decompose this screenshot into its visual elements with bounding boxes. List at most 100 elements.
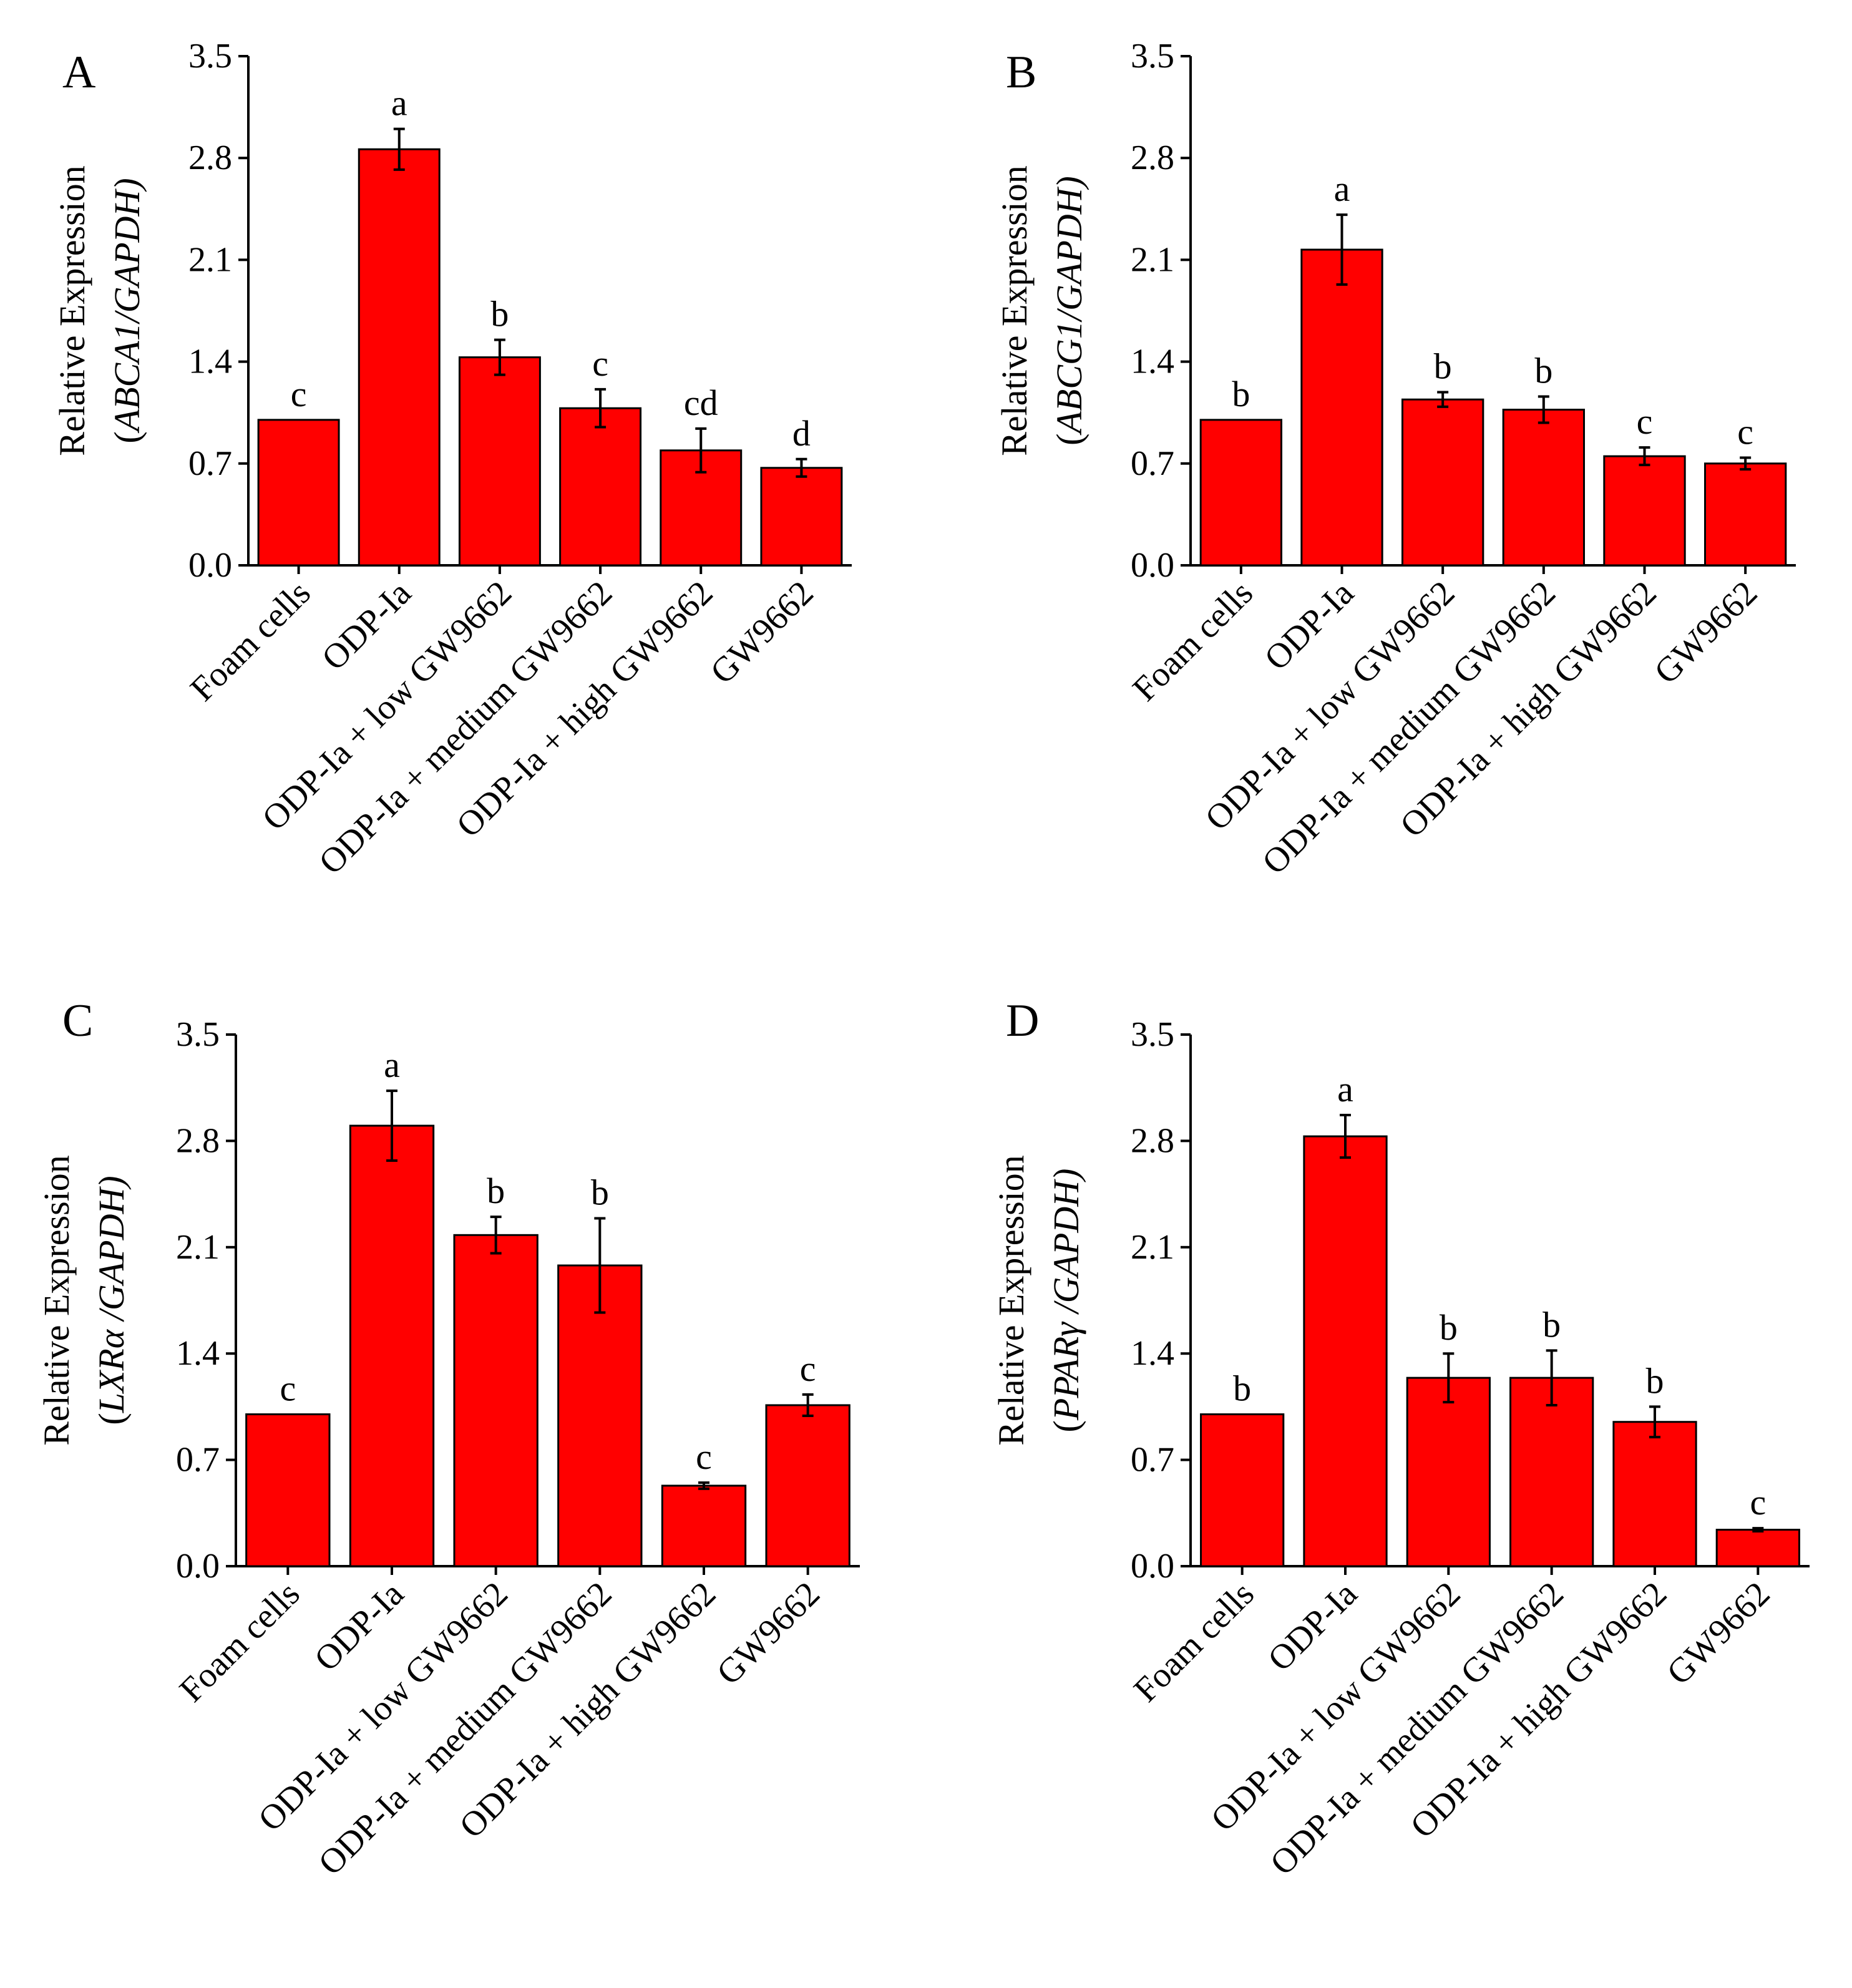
bar (1406, 1376, 1491, 1567)
y-axis-label-line2: (ABCG1/GAPDH) (1049, 176, 1089, 446)
bar (1612, 1421, 1697, 1567)
bar (349, 1124, 435, 1567)
y-axis-label: Relative Expression (ABCG1/GAPDH) (994, 165, 1089, 456)
panel-label: B (1006, 47, 1036, 98)
bar (1200, 1413, 1285, 1567)
y-axis-label-paren: ( (1046, 1420, 1086, 1432)
y-tick-label: 1.4 (176, 1334, 220, 1373)
panel-d: D 0.0 0.7 1.4 2.1 2.8 3.5 Relative Expression (P… (991, 995, 1810, 1883)
y-axis-label-gene: ABCA1 (107, 323, 147, 434)
y-axis-label-ref: /GAPDH) (1049, 176, 1089, 323)
y-axis-label-line2: (LXRα /GAPDH) (91, 1176, 132, 1425)
y-tick-label: 0.7 (176, 1441, 220, 1479)
y-tick-label: 0.0 (176, 1547, 220, 1586)
bar (559, 407, 642, 567)
bar (1715, 1529, 1800, 1567)
significance-letter: c (800, 1348, 816, 1389)
bar (1704, 462, 1787, 567)
y-axis-label-paren: ( (107, 431, 147, 443)
bar (1502, 409, 1586, 567)
y-axis-label: Relative Expression (PPARγ /GAPDH) (991, 1155, 1086, 1446)
y-axis-label-line2: (PPARγ /GAPDH) (1046, 1169, 1086, 1433)
y-axis-label-gene: ABCG1 (1049, 321, 1089, 436)
bar (257, 419, 340, 567)
significance-letter: c (291, 374, 307, 414)
y-axis-label: Relative Expression (LXRα /GAPDH) (36, 1155, 132, 1446)
y-tick-label: 1.4 (1131, 1334, 1174, 1373)
bar (358, 148, 441, 567)
significance-letter: a (391, 83, 407, 124)
bar (557, 1264, 643, 1567)
significance-letter: c (1737, 411, 1753, 452)
y-tick-label: 3.5 (1131, 37, 1174, 76)
significance-letter: a (384, 1045, 400, 1085)
y-axis-label-paren: ( (91, 1413, 132, 1425)
y-tick-label: 2.8 (188, 139, 232, 177)
bar (458, 356, 541, 567)
y-axis-label-line1: Relative Expression (994, 165, 1035, 456)
y-tick-label: 0.0 (1131, 546, 1174, 585)
significance-letter: c (280, 1368, 296, 1409)
panel-label: A (62, 47, 95, 98)
y-axis-label-line1: Relative Expression (991, 1155, 1031, 1446)
x-tick-label: ODP-Ia (307, 1574, 411, 1679)
y-tick-label: 3.5 (188, 37, 232, 76)
y-tick-label: 1.4 (1131, 343, 1174, 381)
y-tick-label: 0.7 (1131, 444, 1174, 483)
x-tick-label: ODP-Ia (1260, 1574, 1365, 1679)
significance-letter: c (1750, 1482, 1766, 1523)
bar (1509, 1376, 1594, 1567)
significance-letter: c (696, 1436, 712, 1477)
y-axis-label-ref: /GAPDH) (107, 178, 147, 324)
panel-c: C 0.0 0.7 1.4 2.1 2.8 3.5 Relative Expression (L… (36, 995, 860, 1883)
significance-letter: b (487, 1171, 505, 1211)
panel-b: B 0.0 0.7 1.4 2.1 2.8 3.5 Relative Expression (A… (994, 37, 1796, 882)
y-tick-label: 2.1 (1131, 240, 1174, 279)
significance-letter: a (1334, 168, 1350, 209)
x-tick-label: Foam cells (183, 573, 318, 709)
y-tick-label: 1.4 (188, 343, 232, 381)
significance-letter: b (591, 1172, 609, 1213)
significance-letter: b (1233, 1368, 1251, 1409)
x-tick-label: GW9662 (703, 573, 821, 691)
y-tick-label: 2.8 (1131, 1121, 1174, 1160)
bar (245, 1413, 331, 1567)
x-tick-label: GW9662 (709, 1574, 827, 1692)
bar (453, 1234, 539, 1567)
y-tick-label: 3.5 (176, 1015, 220, 1054)
x-tick-label: GW9662 (1647, 573, 1765, 691)
bar (1603, 455, 1686, 567)
y-tick-label: 2.1 (176, 1228, 220, 1267)
y-axis-label-ref: /GAPDH) (91, 1176, 132, 1322)
significance-letter: c (1637, 401, 1653, 442)
y-axis-label-line1: Relative Expression (52, 165, 92, 456)
y-axis-label: Relative Expression (ABCA1/GAPDH) (52, 165, 147, 456)
y-tick-label: 2.8 (1131, 139, 1174, 177)
significance-letter: b (1434, 346, 1452, 387)
significance-letter: b (1440, 1307, 1458, 1348)
y-axis-label-gene: LXRα (91, 1320, 132, 1413)
significance-letter: b (1646, 1360, 1664, 1401)
bar (661, 1484, 747, 1567)
bar (1199, 419, 1282, 567)
y-tick-label: 0.7 (188, 444, 232, 483)
x-tick-label: Foam cells (1126, 1574, 1262, 1710)
y-axis-label-paren: ( (1049, 434, 1089, 446)
bar (760, 467, 843, 567)
significance-letter: a (1337, 1069, 1353, 1109)
y-axis-label-line2: (ABCA1/GAPDH) (107, 178, 147, 443)
x-tick-label: GW9662 (1660, 1574, 1778, 1692)
bar (1300, 248, 1383, 567)
significance-letter: b (1543, 1304, 1561, 1345)
bar (1303, 1135, 1388, 1567)
y-axis-label-ref: /GAPDH) (1046, 1169, 1086, 1315)
y-tick-label: 0.7 (1131, 1441, 1174, 1479)
significance-letter: b (1534, 351, 1552, 391)
panel-a: A 0.0 0.7 1.4 2.1 2.8 3.5 Relative Expression (A… (52, 37, 852, 882)
y-axis-label-gene: PPARγ (1046, 1313, 1086, 1421)
x-tick-label: Foam cells (172, 1574, 308, 1710)
significance-letter: b (490, 294, 509, 334)
y-tick-label: 2.1 (1131, 1228, 1174, 1267)
bar (1401, 398, 1484, 567)
